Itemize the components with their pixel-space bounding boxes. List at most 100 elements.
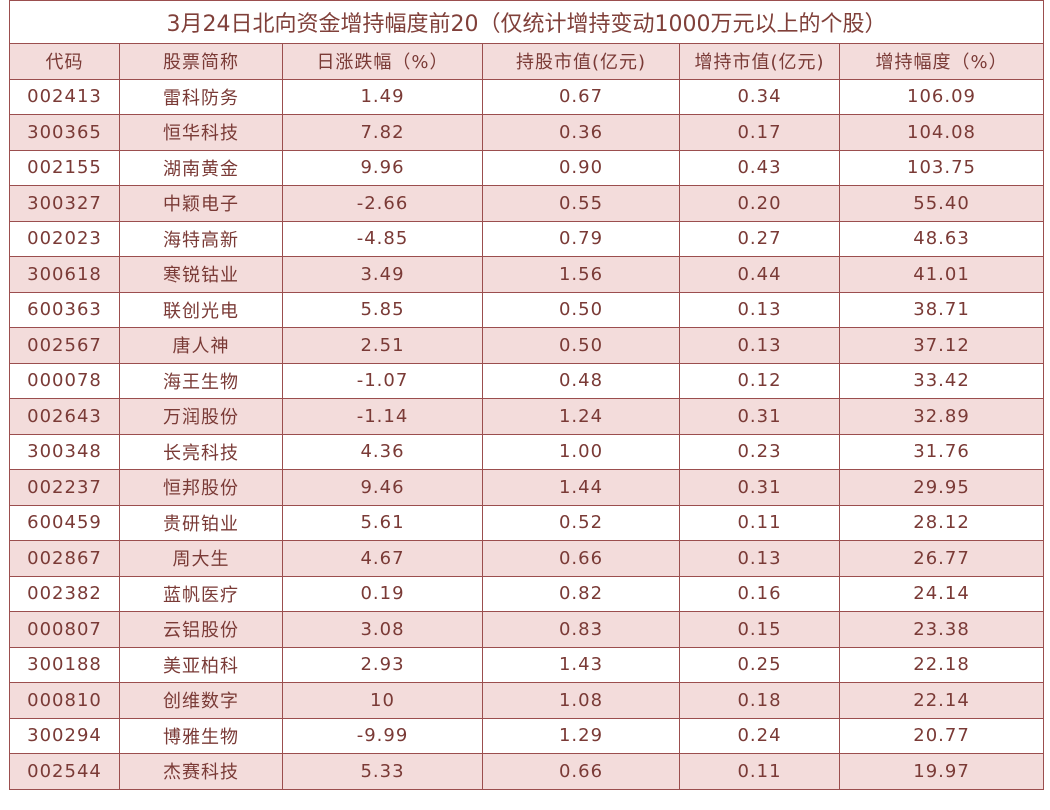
cell-increase-value: 0.43 — [679, 149, 840, 186]
cell-increase-value: 0.16 — [679, 575, 840, 612]
cell-increase-value: 0.24 — [679, 717, 840, 754]
cell-holding-value: 1.43 — [482, 646, 680, 683]
table-row: 600363 联创光电 5.85 0.50 0.13 38.71 — [9, 291, 1045, 328]
table-row: 002413 雷科防务 1.49 0.67 0.34 106.09 — [9, 78, 1045, 115]
cell-increase-value: 0.23 — [679, 433, 840, 470]
cell-name: 博雅生物 — [119, 717, 283, 754]
cell-holding-value: 0.66 — [482, 540, 680, 577]
table-row: 000807 云铝股份 3.08 0.83 0.15 23.38 — [9, 611, 1045, 648]
cell-code: 002544 — [9, 753, 120, 790]
cell-increase-value: 0.11 — [679, 753, 840, 790]
cell-name: 贵研铂业 — [119, 504, 283, 541]
cell-holding-value: 0.66 — [482, 753, 680, 790]
cell-code: 002867 — [9, 540, 120, 577]
cell-holding-value: 0.52 — [482, 504, 680, 541]
column-header-name: 股票简称 — [119, 43, 283, 80]
cell-holding-value: 0.55 — [482, 185, 680, 222]
cell-increase-value: 0.12 — [679, 362, 840, 399]
cell-increase-ratio: 31.76 — [838, 433, 1045, 470]
cell-code: 002155 — [9, 149, 120, 186]
cell-increase-ratio: 32.89 — [838, 398, 1045, 435]
column-header-daily-change: 日涨跌幅（%） — [282, 43, 483, 80]
cell-daily-change: -1.14 — [282, 398, 483, 435]
cell-name: 湖南黄金 — [119, 149, 283, 186]
cell-daily-change: 4.67 — [282, 540, 483, 577]
cell-increase-value: 0.34 — [679, 78, 840, 115]
header-row: 代码 股票简称 日涨跌幅（%） 持股市值(亿元) 增持市值(亿元) 增持幅度（%） — [9, 43, 1045, 80]
cell-holding-value: 0.83 — [482, 611, 680, 648]
cell-increase-value: 0.17 — [679, 114, 840, 151]
table-row: 000810 创维数字 10 1.08 0.18 22.14 — [9, 682, 1045, 719]
table-row: 300348 长亮科技 4.36 1.00 0.23 31.76 — [9, 433, 1045, 470]
cell-code: 300365 — [9, 114, 120, 151]
cell-increase-ratio: 19.97 — [838, 753, 1045, 790]
cell-daily-change: 10 — [282, 682, 483, 719]
cell-increase-value: 0.27 — [679, 220, 840, 257]
cell-code: 600459 — [9, 504, 120, 541]
cell-code: 300348 — [9, 433, 120, 470]
cell-name: 雷科防务 — [119, 78, 283, 115]
table-row: 002567 唐人神 2.51 0.50 0.13 37.12 — [9, 327, 1045, 364]
cell-daily-change: 5.85 — [282, 291, 483, 328]
cell-daily-change: 9.96 — [282, 149, 483, 186]
cell-code: 600363 — [9, 291, 120, 328]
table-row: 002155 湖南黄金 9.96 0.90 0.43 103.75 — [9, 149, 1045, 186]
cell-holding-value: 0.48 — [482, 362, 680, 399]
table-row: 300294 博雅生物 -9.99 1.29 0.24 20.77 — [9, 717, 1045, 754]
cell-code: 002237 — [9, 469, 120, 506]
cell-increase-value: 0.15 — [679, 611, 840, 648]
cell-increase-ratio: 41.01 — [838, 256, 1045, 293]
cell-increase-ratio: 37.12 — [838, 327, 1045, 364]
cell-code: 300327 — [9, 185, 120, 222]
cell-holding-value: 0.67 — [482, 78, 680, 115]
cell-name: 唐人神 — [119, 327, 283, 364]
table-title: 3月24日北向资金增持幅度前20（仅统计增持变动1000万元以上的个股） — [8, 0, 1045, 44]
column-header-increase-ratio: 增持幅度（%） — [838, 43, 1045, 80]
cell-code: 002643 — [9, 398, 120, 435]
cell-holding-value: 1.08 — [482, 682, 680, 719]
cell-name: 创维数字 — [119, 682, 283, 719]
cell-increase-ratio: 26.77 — [838, 540, 1045, 577]
table-row: 002867 周大生 4.67 0.66 0.13 26.77 — [9, 540, 1045, 577]
cell-holding-value: 1.56 — [482, 256, 680, 293]
table-row: 002643 万润股份 -1.14 1.24 0.31 32.89 — [9, 398, 1045, 435]
cell-name: 长亮科技 — [119, 433, 283, 470]
cell-holding-value: 1.44 — [482, 469, 680, 506]
table-row: 300365 恒华科技 7.82 0.36 0.17 104.08 — [9, 114, 1045, 151]
cell-daily-change: 5.33 — [282, 753, 483, 790]
cell-increase-value: 0.11 — [679, 504, 840, 541]
cell-daily-change: 1.49 — [282, 78, 483, 115]
cell-increase-value: 0.13 — [679, 540, 840, 577]
cell-code: 002567 — [9, 327, 120, 364]
cell-increase-value: 0.20 — [679, 185, 840, 222]
cell-increase-ratio: 23.38 — [838, 611, 1045, 648]
cell-holding-value: 0.90 — [482, 149, 680, 186]
cell-holding-value: 1.24 — [482, 398, 680, 435]
cell-daily-change: -1.07 — [282, 362, 483, 399]
cell-daily-change: -2.66 — [282, 185, 483, 222]
column-header-holding-value: 持股市值(亿元) — [482, 43, 680, 80]
cell-increase-ratio: 48.63 — [838, 220, 1045, 257]
cell-code: 300294 — [9, 717, 120, 754]
table-row: 600459 贵研铂业 5.61 0.52 0.11 28.12 — [9, 504, 1045, 541]
cell-increase-ratio: 22.18 — [838, 646, 1045, 683]
cell-daily-change: 5.61 — [282, 504, 483, 541]
cell-code: 002413 — [9, 78, 120, 115]
cell-increase-ratio: 29.95 — [838, 469, 1045, 506]
cell-daily-change: 2.93 — [282, 646, 483, 683]
cell-holding-value: 1.29 — [482, 717, 680, 754]
cell-holding-value: 0.50 — [482, 327, 680, 364]
cell-increase-ratio: 20.77 — [838, 717, 1045, 754]
table-row: 002382 蓝帆医疗 0.19 0.82 0.16 24.14 — [9, 575, 1045, 612]
column-header-code: 代码 — [9, 43, 120, 80]
cell-daily-change: 2.51 — [282, 327, 483, 364]
cell-name: 蓝帆医疗 — [119, 575, 283, 612]
cell-increase-value: 0.31 — [679, 469, 840, 506]
cell-increase-value: 0.25 — [679, 646, 840, 683]
northbound-holdings-table: 3月24日北向资金增持幅度前20（仅统计增持变动1000万元以上的个股） 代码股… — [8, 0, 1045, 790]
cell-increase-value: 0.31 — [679, 398, 840, 435]
cell-name: 中颖电子 — [119, 185, 283, 222]
cell-name: 海特高新 — [119, 220, 283, 257]
cell-daily-change: 3.08 — [282, 611, 483, 648]
cell-increase-ratio: 103.75 — [838, 149, 1045, 186]
